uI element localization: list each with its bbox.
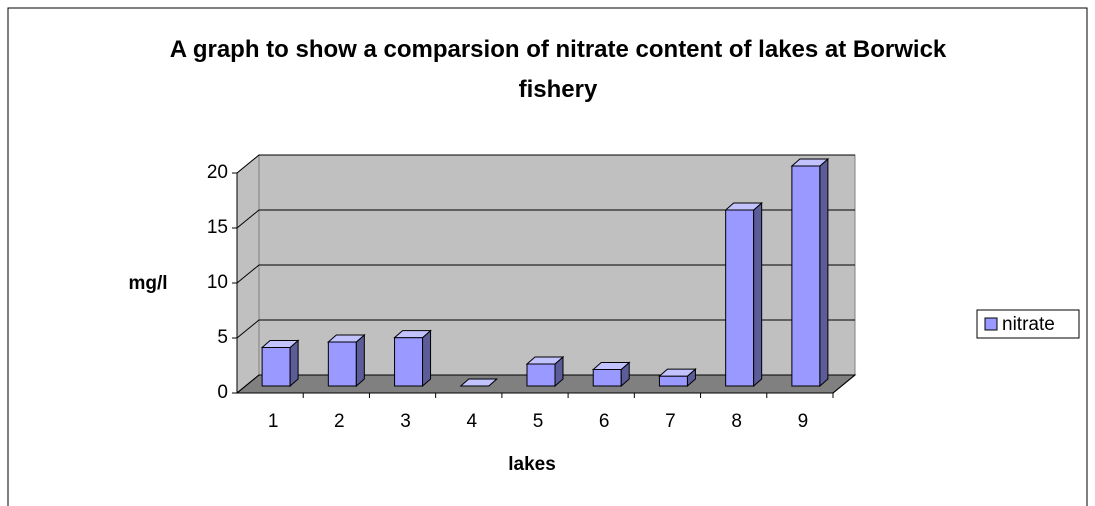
bar-face (790, 158, 830, 167)
x-tick-label: 9 (798, 411, 809, 432)
bar-face (327, 341, 357, 387)
bar-face (261, 347, 291, 387)
bar (393, 329, 432, 388)
bar (459, 378, 499, 387)
legend-label: nitrate (1002, 314, 1055, 335)
x-axis-label: lakes (508, 454, 556, 475)
x-tick-label: 8 (731, 411, 742, 432)
chart-frame (7, 7, 1088, 506)
x-tick-label: 5 (533, 411, 544, 432)
chart-title: A graph to show a comparsion of nitrate … (169, 36, 947, 103)
bar-face (525, 356, 565, 365)
bar-face (819, 157, 829, 388)
bar (658, 367, 697, 388)
bar-face (658, 368, 697, 377)
bar-face (724, 202, 763, 211)
grid-line (236, 264, 855, 284)
grid-line (236, 374, 855, 394)
bar-face (591, 362, 631, 370)
bar (260, 339, 300, 388)
x-tick-label: 7 (665, 411, 676, 432)
grid-line (236, 154, 855, 174)
bar (525, 355, 565, 388)
y-axis-label: mg/l (128, 273, 167, 294)
bar (591, 361, 631, 388)
bar-face (725, 209, 755, 387)
grid-line (236, 319, 855, 339)
bar-face (753, 201, 763, 388)
bar-face (289, 339, 299, 388)
bar (724, 201, 763, 388)
y-tick-label: 10 (207, 272, 228, 293)
bar-face (526, 363, 556, 387)
bar-face (658, 375, 688, 387)
y-tick-label: 5 (217, 327, 228, 348)
bar-face (393, 330, 432, 339)
bar-face (355, 333, 365, 388)
bar-face (394, 337, 424, 387)
bar-face (422, 329, 432, 388)
bar (790, 157, 830, 388)
bar-face (459, 378, 499, 387)
grid-line (236, 209, 855, 229)
x-tick-label: 1 (268, 411, 279, 432)
bar-face (260, 340, 300, 348)
x-tick-label: 3 (400, 411, 411, 432)
legend-swatch (984, 317, 998, 331)
y-tick-label: 0 (217, 382, 228, 403)
x-axis-depth (832, 374, 856, 394)
bar (327, 333, 366, 388)
x-tick-label: 2 (334, 411, 345, 432)
y-tick-label: 20 (207, 162, 228, 183)
bar-face (791, 165, 821, 387)
bar-face (327, 334, 366, 343)
y-tick-label: 15 (207, 217, 228, 238)
x-tick-label: 4 (466, 411, 477, 432)
legend-box (976, 309, 1080, 339)
bar-face (592, 369, 622, 387)
x-tick-label: 6 (599, 411, 610, 432)
